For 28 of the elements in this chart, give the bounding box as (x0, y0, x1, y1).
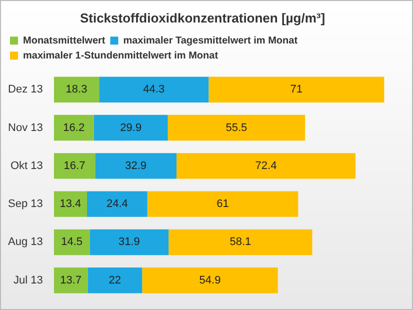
y-tick-label: Dez 13 (8, 84, 43, 96)
y-tick-label: Aug 13 (8, 236, 43, 248)
data-label: 71 (290, 84, 303, 96)
chart-title: Stickstoffdioxidkonzentrationen [µg/m³] (80, 10, 326, 26)
data-label: 54.9 (199, 274, 221, 286)
data-label: 61 (216, 198, 229, 210)
y-tick-label: Nov 13 (8, 122, 43, 134)
legend-label: maximaler Tagesmittelwert im Monat (123, 35, 298, 46)
data-label: 13.4 (60, 198, 82, 210)
data-label: 44.3 (143, 84, 165, 96)
data-label: 24.4 (106, 198, 128, 210)
data-label: 16.2 (63, 122, 85, 134)
data-label: 14.5 (61, 236, 82, 248)
data-label: 18.3 (66, 84, 88, 96)
data-label: 32.9 (125, 160, 147, 172)
data-label: 29.9 (120, 122, 142, 134)
y-tick-label: Jul 13 (14, 274, 43, 286)
legend-label: maximaler 1-Stundenmittelwert im Monat (23, 50, 219, 62)
data-label: 72.4 (255, 160, 277, 172)
data-label: 55.5 (226, 122, 248, 134)
data-label: 22 (108, 274, 122, 286)
legend-label: Monatsmittelwert (23, 35, 106, 46)
y-tick-label: Sep 13 (8, 198, 43, 210)
data-label: 16.7 (64, 160, 86, 172)
y-tick-label: Okt 13 (10, 160, 43, 172)
data-label: 31.9 (118, 236, 140, 248)
data-label: 58.1 (230, 236, 252, 248)
data-label: 13.7 (60, 274, 82, 286)
